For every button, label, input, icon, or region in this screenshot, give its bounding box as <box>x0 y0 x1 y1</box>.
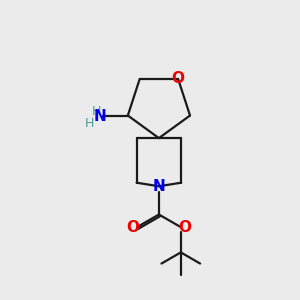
Text: N: N <box>93 109 106 124</box>
Text: H: H <box>92 105 101 118</box>
Text: O: O <box>127 220 140 235</box>
Text: O: O <box>178 220 191 235</box>
Text: N: N <box>152 179 165 194</box>
Text: H: H <box>85 117 94 130</box>
Text: O: O <box>172 71 184 86</box>
